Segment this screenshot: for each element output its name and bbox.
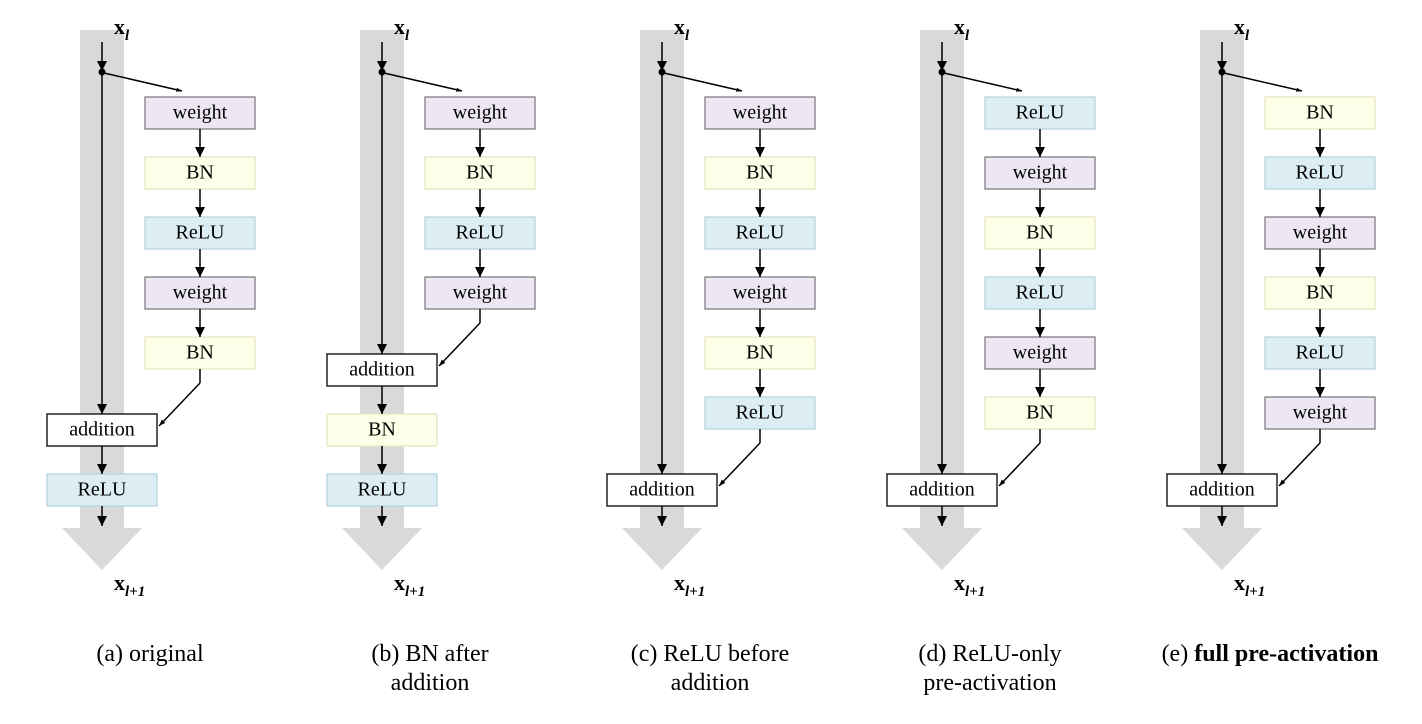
bn-label: BN xyxy=(1026,402,1054,424)
split-dot xyxy=(99,69,106,76)
bn-label: BN xyxy=(1306,282,1334,304)
output-label: xl+1 xyxy=(954,570,985,600)
output-label: xl+1 xyxy=(114,570,145,600)
identity-arrowhead xyxy=(622,528,702,570)
identity-arrowhead xyxy=(62,528,142,570)
output-label: xl+1 xyxy=(1234,570,1265,600)
panel-b: xlxl+1weightBNReLUweightadditionBNReLU(b… xyxy=(290,0,570,600)
panel-e: xlxl+1BNReLUweightBNReLUweightaddition(e… xyxy=(1130,0,1410,600)
weight-label: weight xyxy=(453,282,508,304)
bn-label: BN xyxy=(1306,102,1334,124)
weight-label: weight xyxy=(1013,342,1068,364)
panel-svg-a: xlxl+1weightBNReLUweightBNadditionReLU xyxy=(10,0,290,600)
caption-c: (c) ReLU beforeaddition xyxy=(570,640,850,698)
caption-d: (d) ReLU-onlypre-activation xyxy=(850,640,1130,698)
panel-a: xlxl+1weightBNReLUweightBNadditionReLU(a… xyxy=(10,0,290,600)
split-dot xyxy=(659,69,666,76)
relu-label: ReLU xyxy=(358,479,407,501)
panel-svg-d: xlxl+1ReLUweightBNReLUweightBNaddition xyxy=(850,0,1130,600)
split-dot xyxy=(1219,69,1226,76)
weight-label: weight xyxy=(173,102,228,124)
panel-svg-e: xlxl+1BNReLUweightBNReLUweightaddition xyxy=(1130,0,1410,600)
weight-label: weight xyxy=(453,102,508,124)
caption-a: (a) original xyxy=(10,640,290,669)
identity-arrowhead xyxy=(1182,528,1262,570)
bn-label: BN xyxy=(466,162,494,184)
relu-label: ReLU xyxy=(78,479,127,501)
weight-label: weight xyxy=(1013,162,1068,184)
bn-label: BN xyxy=(368,419,396,441)
relu-label: ReLU xyxy=(1296,162,1345,184)
weight-label: weight xyxy=(733,282,788,304)
relu-label: ReLU xyxy=(736,402,785,424)
relu-label: ReLU xyxy=(1016,102,1065,124)
addition-label: addition xyxy=(349,359,415,381)
addition-label: addition xyxy=(69,419,135,441)
panel-c: xlxl+1weightBNReLUweightBNReLUaddition(c… xyxy=(570,0,850,600)
weight-label: weight xyxy=(173,282,228,304)
caption-e: (e) full pre-activation xyxy=(1130,640,1410,669)
relu-label: ReLU xyxy=(1016,282,1065,304)
addition-label: addition xyxy=(629,479,695,501)
caption-b: (b) BN afteraddition xyxy=(290,640,570,698)
bn-label: BN xyxy=(746,342,774,364)
bn-label: BN xyxy=(186,342,214,364)
identity-arrowhead xyxy=(342,528,422,570)
diagram-canvas: xlxl+1weightBNReLUweightBNadditionReLU(a… xyxy=(0,0,1422,724)
output-label: xl+1 xyxy=(394,570,425,600)
relu-label: ReLU xyxy=(1296,342,1345,364)
bn-label: BN xyxy=(1026,222,1054,244)
panel-svg-c: xlxl+1weightBNReLUweightBNReLUaddition xyxy=(570,0,850,600)
weight-label: weight xyxy=(1293,222,1348,244)
addition-label: addition xyxy=(909,479,975,501)
output-label: xl+1 xyxy=(674,570,705,600)
panel-svg-b: xlxl+1weightBNReLUweightadditionBNReLU xyxy=(290,0,570,600)
identity-arrowhead xyxy=(902,528,982,570)
relu-label: ReLU xyxy=(736,222,785,244)
weight-label: weight xyxy=(733,102,788,124)
split-dot xyxy=(939,69,946,76)
panel-d: xlxl+1ReLUweightBNReLUweightBNaddition(d… xyxy=(850,0,1130,600)
bn-label: BN xyxy=(746,162,774,184)
relu-label: ReLU xyxy=(456,222,505,244)
split-dot xyxy=(379,69,386,76)
bn-label: BN xyxy=(186,162,214,184)
addition-label: addition xyxy=(1189,479,1255,501)
weight-label: weight xyxy=(1293,402,1348,424)
relu-label: ReLU xyxy=(176,222,225,244)
